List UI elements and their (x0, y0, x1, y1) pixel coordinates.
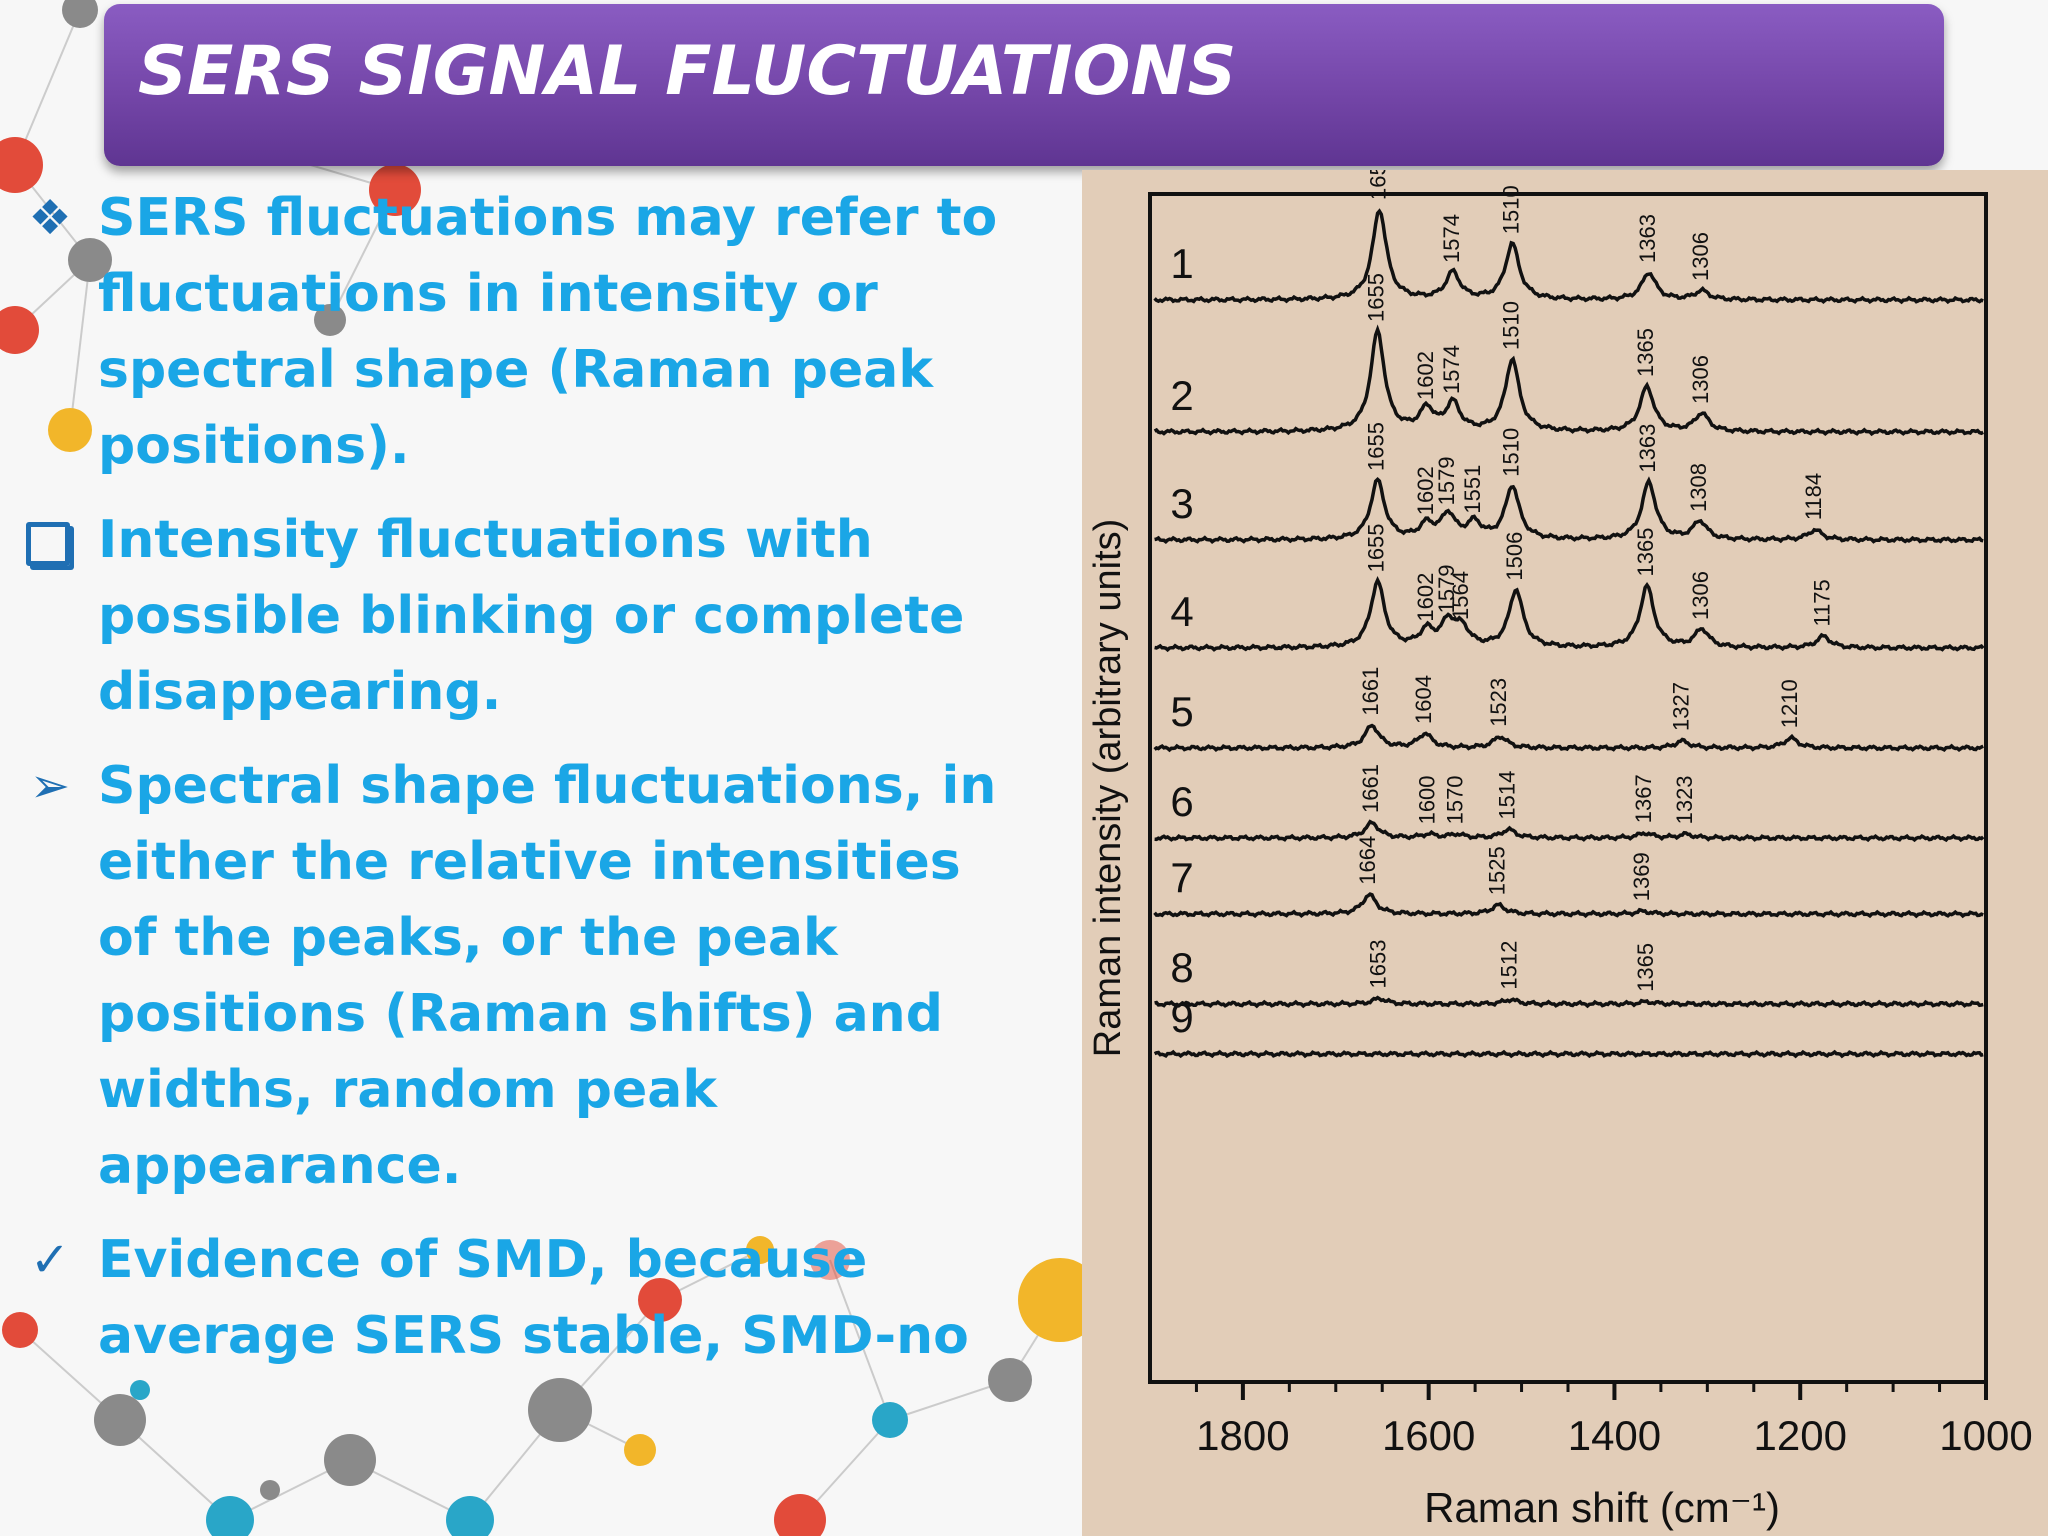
peak-label: 1308 (1686, 463, 1711, 512)
peak-label: 1184 (1801, 473, 1826, 520)
peak-label: 1510 (1498, 428, 1523, 477)
peak-label: 1523 (1486, 678, 1511, 727)
series-label: 6 (1170, 778, 1193, 825)
peak-label: 1602 (1413, 573, 1438, 622)
peak-label: 1512 (1496, 941, 1521, 990)
series-label: 3 (1170, 480, 1193, 527)
peak-label: 1363 (1635, 424, 1660, 473)
peak-label: 1661 (1358, 764, 1383, 813)
peak-label: 1365 (1633, 328, 1658, 377)
peak-label: 1551 (1460, 465, 1485, 514)
checkbox-icon (26, 522, 70, 566)
y-axis-label: Raman intensity (arbitrary units) (1087, 519, 1129, 1058)
bullet-text: Evidence of SMD, because average SERS st… (98, 1230, 969, 1366)
x-tick-label: 1000 (1939, 1412, 2032, 1459)
peak-label: 1306 (1688, 355, 1713, 404)
slide-title: SERS SIGNAL FLUCTUATIONS (138, 32, 1237, 111)
peak-label: 1510 (1498, 301, 1523, 350)
spectrum-trace (1154, 476, 1984, 545)
peak-label: 1367 (1631, 774, 1656, 823)
series-label: 2 (1170, 372, 1193, 419)
x-tick-label: 1200 (1754, 1412, 1847, 1459)
peak-label: 1175 (1809, 579, 1834, 626)
peak-label: 1306 (1688, 232, 1713, 281)
peak-label: 1661 (1358, 667, 1383, 716)
spectrum-trace (1153, 208, 1984, 305)
peak-label: 1579 (1434, 456, 1459, 505)
peak-label: 1564 (1448, 571, 1473, 620)
diamond-cluster-icon: ❖ (28, 190, 72, 246)
series-label: 8 (1170, 944, 1193, 991)
peak-label: 1365 (1633, 943, 1658, 992)
bullet-item: ❖ SERS fluctuations may refer to fluctua… (20, 180, 1020, 484)
peak-label: 1655 (1364, 422, 1389, 471)
peak-label: 1655 (1364, 523, 1389, 572)
peak-label: 1210 (1777, 679, 1802, 728)
spectrum-trace (1153, 892, 1984, 919)
spectrum-trace (1154, 576, 1985, 653)
peak-label: 1525 (1484, 846, 1509, 895)
peak-label: 1574 (1439, 345, 1464, 394)
bullet-list: ❖ SERS fluctuations may refer to fluctua… (20, 180, 1020, 1392)
series-label: 1 (1170, 240, 1193, 287)
peak-label: 1579 (1434, 564, 1459, 613)
peak-label: 1653 (1365, 940, 1390, 989)
series-label: 9 (1170, 994, 1193, 1041)
arrow-icon: ➢ (29, 758, 71, 814)
peak-label: 1369 (1629, 852, 1654, 901)
raman-spectra-figure: 1800 1600 1400 1200 1000 1 1653 1574 1510 1363 13… (1082, 170, 2048, 1536)
spectrum-trace (1153, 723, 1984, 753)
spectrum-trace (1154, 995, 1984, 1009)
peak-label: 1323 (1672, 775, 1697, 824)
peak-label: 1655 (1364, 273, 1389, 322)
peak-label: 1574 (1439, 214, 1464, 263)
plot-frame (1148, 192, 1988, 1384)
series-label: 7 (1170, 854, 1193, 901)
peak-label: 1600 (1415, 775, 1440, 824)
peak-label: 1664 (1355, 836, 1380, 885)
bullet-text: SERS fluctuations may refer to fluctuati… (98, 188, 998, 476)
peak-label: 1363 (1635, 214, 1660, 263)
spectrum-trace (1153, 324, 1984, 437)
title-bar: SERS SIGNAL FLUCTUATIONS (104, 4, 1944, 166)
bullet-text: Intensity fluctuations with possible bli… (98, 510, 965, 722)
checkmark-icon: ✓ (29, 1232, 71, 1288)
peak-label: 1327 (1668, 682, 1693, 731)
peak-label: 1570 (1443, 775, 1468, 824)
peak-label: 1510 (1498, 185, 1523, 234)
peak-label: 1506 (1502, 532, 1527, 581)
peak-label: 1514 (1495, 771, 1520, 820)
bullet-item: ➢ Spectral shape fluctuations, in either… (20, 748, 1020, 1204)
raman-spectra-chart: 1800 1600 1400 1200 1000 1 1653 1574 1510 1363 13… (1087, 170, 2033, 1531)
bullet-text: Spectral shape fluctuations, in either t… (98, 756, 997, 1196)
peak-label: 1604 (1411, 675, 1436, 724)
bullet-item: ✓ Evidence of SMD, because average SERS … (20, 1222, 1020, 1374)
x-tick-label: 1800 (1196, 1412, 1289, 1459)
peak-label: 1653 (1365, 170, 1390, 200)
spectrum-trace (1153, 1049, 1984, 1059)
peak-label: 1602 (1413, 466, 1438, 515)
x-tick-label: 1600 (1382, 1412, 1475, 1459)
peak-label: 1602 (1413, 351, 1438, 400)
spectrum-trace (1154, 819, 1985, 843)
bullet-item: Intensity fluctuations with possible bli… (20, 502, 1020, 730)
x-tick-label: 1400 (1568, 1412, 1661, 1459)
series-label: 4 (1170, 588, 1193, 635)
peak-label: 1365 (1633, 528, 1658, 577)
series-label: 5 (1170, 688, 1193, 735)
x-axis-label: Raman shift (cm⁻¹) (1424, 1484, 1780, 1531)
peak-label: 1306 (1688, 571, 1713, 620)
